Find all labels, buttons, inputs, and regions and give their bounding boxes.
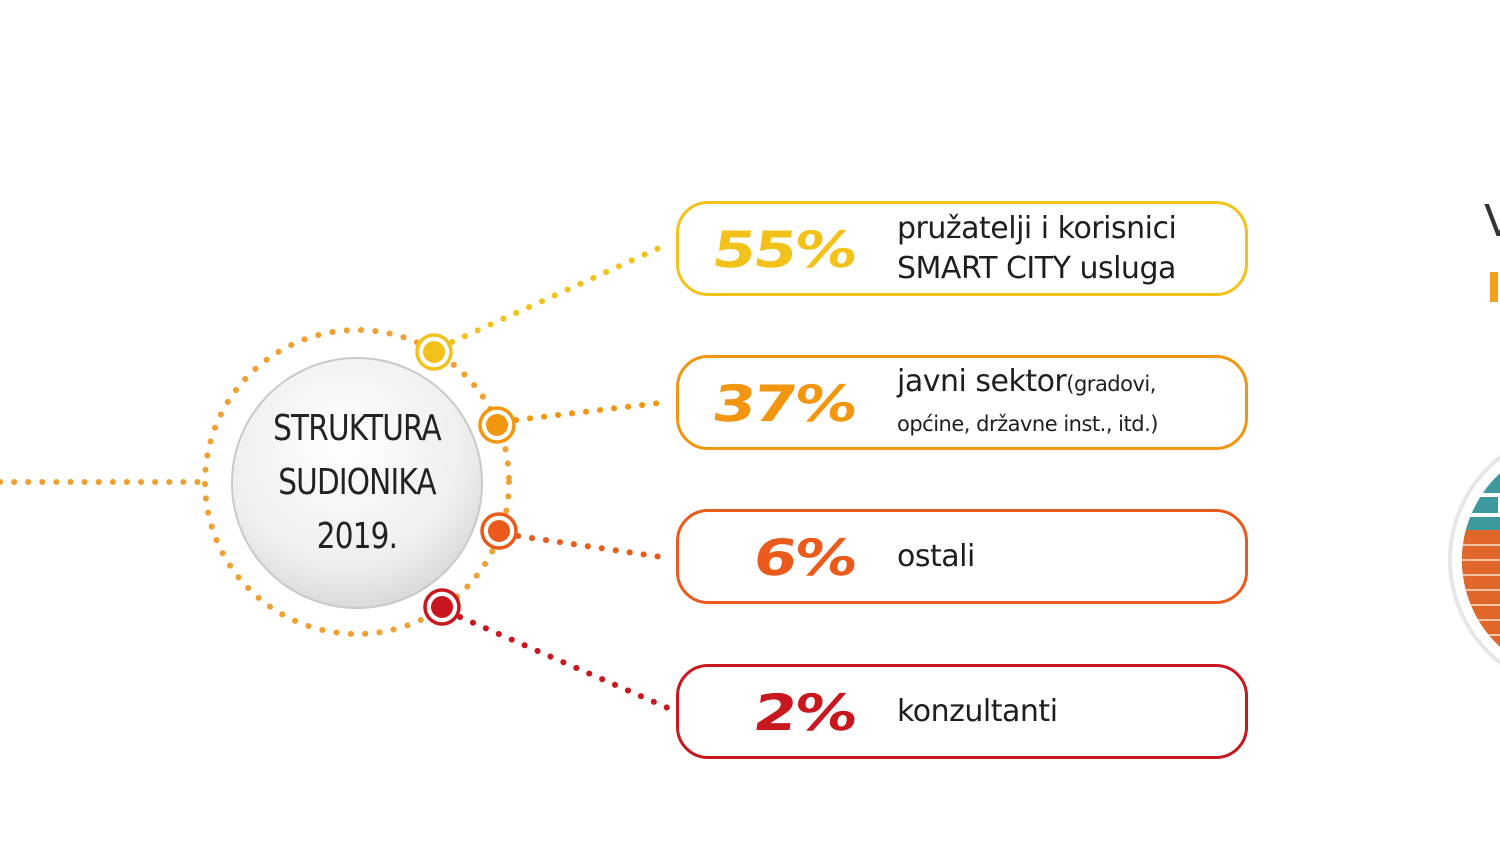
center-title-line-2: SUDIONIKA (278, 462, 436, 503)
center-title: STRUKTURA SUDIONIKA 2019. (255, 358, 460, 608)
orbit-dotted-ring (202, 327, 512, 637)
segment-label-note: (gradovi, (1066, 371, 1156, 396)
segment-percent: 55% (709, 221, 859, 279)
segment-percent: 2% (750, 684, 859, 742)
edge-cropped-letter: V (1484, 196, 1500, 247)
node-marker-55 (415, 333, 453, 371)
connector-line-6 (515, 533, 671, 561)
segment-pill-2: 2% konzultanti (676, 664, 1248, 759)
segment-label-line-1: javni sektor(gradovi, (897, 362, 1237, 404)
segment-label-line-2: SMART CITY usluga (897, 250, 1176, 286)
segment-description: pružatelji i korisnici SMART CITY usluga (897, 204, 1237, 293)
connector-line-55 (449, 241, 671, 345)
connector-line-2 (457, 614, 671, 711)
segment-pill-6: 6% ostali (676, 509, 1248, 604)
segment-description: konzultanti (897, 667, 1237, 756)
segment-description: javni sektor(gradovi, općine, državne in… (897, 358, 1237, 447)
center-title-line-1: STRUKTURA (273, 408, 442, 449)
edge-decorative-disc (1448, 442, 1500, 678)
segment-pill-55: 55% pružatelji i korisnici SMART CITY us… (676, 201, 1248, 296)
node-marker-2 (423, 588, 461, 626)
center-title-line-3: 2019. (316, 516, 398, 557)
node-marker-37 (478, 406, 516, 444)
segment-label-line-1: ostali (897, 538, 975, 574)
node-marker-6 (480, 512, 518, 550)
segment-pill-37: 37% javni sektor(gradovi, općine, državn… (676, 355, 1248, 450)
segment-label-line-1: konzultanti (897, 693, 1058, 729)
edge-accent-bar (1490, 272, 1498, 302)
segment-percent: 37% (709, 375, 859, 433)
segment-label-line-1: pružatelji i korisnici (897, 210, 1177, 246)
segment-label-main: javni sektor (897, 363, 1067, 399)
connector-line-37 (513, 399, 671, 423)
center-disc (231, 357, 483, 609)
segment-label-line-2: općine, državne inst., itd.) (897, 411, 1158, 436)
segment-description: ostali (897, 512, 1237, 601)
segment-percent: 6% (750, 529, 859, 587)
